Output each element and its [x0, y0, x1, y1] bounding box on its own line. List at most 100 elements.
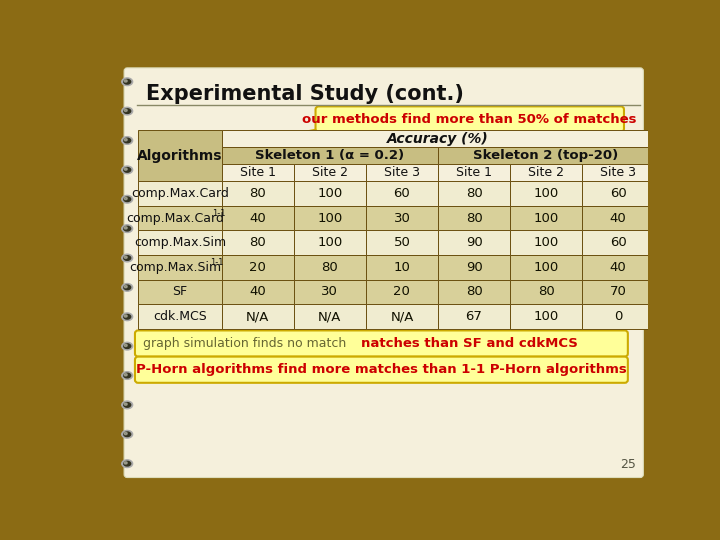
Ellipse shape [124, 256, 131, 260]
Bar [222, 206, 294, 231]
Text: 30: 30 [321, 286, 338, 299]
Text: 40: 40 [249, 286, 266, 299]
Text: 80: 80 [466, 286, 482, 299]
Bar [138, 206, 222, 231]
Text: 40: 40 [610, 261, 626, 274]
Text: 80: 80 [466, 187, 482, 200]
Bar [294, 181, 366, 206]
Text: Algorithms: Algorithms [137, 148, 222, 163]
Ellipse shape [124, 462, 127, 464]
Bar [294, 206, 366, 231]
Ellipse shape [124, 344, 131, 348]
Bar [294, 280, 366, 304]
Ellipse shape [122, 195, 132, 203]
Text: 20: 20 [249, 261, 266, 274]
Bar [510, 280, 582, 304]
Ellipse shape [124, 79, 131, 84]
Bar [222, 130, 654, 147]
Text: 10: 10 [394, 261, 410, 274]
Text: 80: 80 [249, 236, 266, 249]
Ellipse shape [122, 430, 132, 438]
Bar [366, 164, 438, 181]
Text: 40: 40 [610, 212, 626, 225]
Bar [510, 164, 582, 181]
Text: 80: 80 [322, 261, 338, 274]
Text: comp.Max.Card: comp.Max.Card [126, 212, 224, 225]
Bar [582, 206, 654, 231]
Bar [294, 304, 366, 329]
Text: 100: 100 [318, 187, 343, 200]
Ellipse shape [122, 137, 132, 144]
Text: 70: 70 [610, 286, 626, 299]
Ellipse shape [124, 197, 131, 201]
Text: 90: 90 [466, 261, 482, 274]
Text: Site 2: Site 2 [528, 166, 564, 179]
Text: natches than SF and cdkMCS: natches than SF and cdkMCS [361, 337, 578, 350]
Text: Site 1: Site 1 [456, 166, 492, 179]
Ellipse shape [122, 401, 132, 409]
Bar [438, 255, 510, 280]
Text: 100: 100 [534, 261, 559, 274]
Ellipse shape [122, 284, 132, 291]
Text: Site 2: Site 2 [312, 166, 348, 179]
Text: Site 3: Site 3 [600, 166, 636, 179]
Ellipse shape [124, 285, 131, 289]
Bar [438, 147, 654, 164]
Text: Site 1: Site 1 [240, 166, 276, 179]
Ellipse shape [124, 461, 131, 466]
Text: comp.Max.Sim: comp.Max.Sim [134, 236, 226, 249]
Text: 80: 80 [466, 212, 482, 225]
Bar [138, 304, 222, 329]
Text: 67: 67 [466, 310, 482, 323]
Bar [510, 206, 582, 231]
Ellipse shape [124, 403, 127, 406]
Ellipse shape [122, 313, 132, 321]
Bar [366, 304, 438, 329]
Text: 1-1: 1-1 [212, 209, 225, 218]
Text: 20: 20 [394, 286, 410, 299]
Text: cdk.MCS: cdk.MCS [153, 310, 207, 323]
Bar [222, 164, 294, 181]
Ellipse shape [124, 374, 127, 376]
Ellipse shape [124, 286, 127, 288]
Ellipse shape [124, 197, 127, 200]
Bar [510, 231, 582, 255]
Text: P-Horn algorithms find more matches than 1-1 P-Horn algorithms: P-Horn algorithms find more matches than… [136, 363, 627, 376]
Ellipse shape [124, 314, 131, 319]
Bar [222, 255, 294, 280]
Text: 30: 30 [394, 212, 410, 225]
Ellipse shape [124, 256, 127, 259]
Bar [138, 130, 222, 181]
Bar [438, 280, 510, 304]
Text: Accuracy (%): Accuracy (%) [387, 132, 489, 146]
Text: 50: 50 [394, 236, 410, 249]
Bar [294, 231, 366, 255]
Bar [138, 280, 222, 304]
Text: SF: SF [172, 286, 187, 299]
Ellipse shape [124, 433, 127, 435]
Bar [138, 231, 222, 255]
Bar [510, 181, 582, 206]
Text: 0: 0 [614, 310, 622, 323]
Text: our methods find more than 50% of matches: our methods find more than 50% of matche… [302, 112, 637, 126]
Bar [222, 231, 294, 255]
Text: 60: 60 [610, 236, 626, 249]
Text: Skeleton 1 (α = 0.2): Skeleton 1 (α = 0.2) [256, 149, 405, 162]
Ellipse shape [122, 372, 132, 380]
Text: N/A: N/A [318, 310, 341, 323]
Bar [294, 164, 366, 181]
Bar [582, 304, 654, 329]
Text: 100: 100 [534, 212, 559, 225]
Bar [222, 304, 294, 329]
Bar [138, 181, 222, 206]
Ellipse shape [124, 80, 127, 82]
Ellipse shape [122, 460, 132, 468]
Text: 80: 80 [249, 187, 266, 200]
Text: 90: 90 [466, 236, 482, 249]
Text: 100: 100 [534, 310, 559, 323]
Ellipse shape [124, 344, 127, 347]
Bar [366, 255, 438, 280]
Bar [582, 255, 654, 280]
Text: Experimental Study (cont.): Experimental Study (cont.) [145, 84, 464, 104]
Bar [438, 164, 510, 181]
